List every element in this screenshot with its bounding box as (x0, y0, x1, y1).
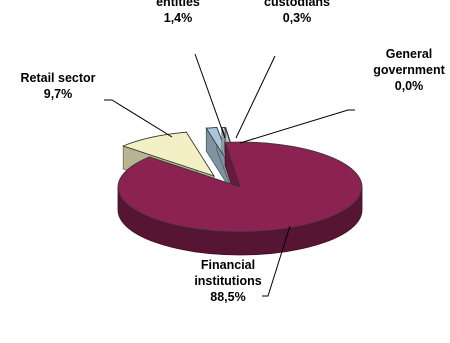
leader-lines (104, 53, 355, 297)
slice-label: Financial institutions 88,5% (194, 258, 261, 304)
slice-value-label: 0,3% (283, 11, 312, 25)
slice-value-label: 1,4% (164, 11, 193, 25)
slice-label-line: government (373, 63, 445, 77)
slice-label-line: Financial (201, 258, 255, 272)
pie-slices (117, 126, 363, 256)
slice-top (117, 141, 363, 233)
slice-label-line: entities (156, 0, 200, 9)
leader-line (194, 53, 226, 139)
slice-value-label: 0,0% (395, 79, 424, 93)
slice-labels: Financial institutions 88,5% Retail sector 9… (20, 0, 445, 304)
slice-label-line: institutions (194, 274, 261, 288)
pie-slice (117, 141, 363, 256)
slice-label: Retail sector 9,7% (20, 71, 95, 101)
slice-value-label: 9,7% (44, 87, 73, 101)
leader-line (262, 225, 291, 297)
leader-line (104, 99, 173, 138)
slice-label-line: custodians (264, 0, 330, 9)
slice-label: Legalentities1,4% (156, 0, 200, 25)
leader-line (235, 55, 276, 139)
leader-line (239, 109, 355, 144)
slice-label: General government 0,0% (373, 47, 445, 93)
slice-label: Securitiescustodians0,3% (264, 0, 330, 25)
slice-top (122, 131, 215, 177)
slice-value-label: 88,5% (210, 290, 245, 304)
slice-label-line: General (386, 47, 433, 61)
slice-label-line: Retail sector (20, 71, 95, 85)
